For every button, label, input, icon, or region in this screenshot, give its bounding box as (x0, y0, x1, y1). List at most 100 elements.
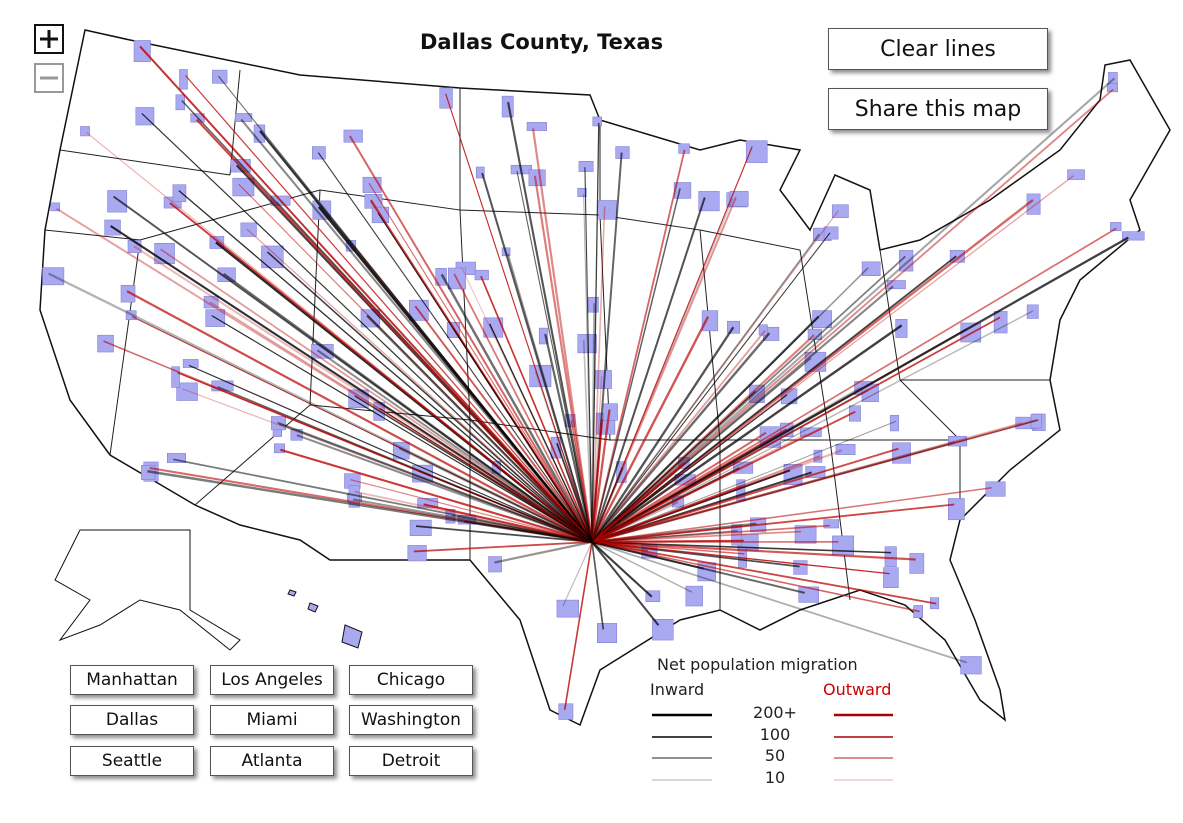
flow-line (169, 202, 593, 543)
county-patch (577, 187, 587, 198)
city-button[interactable]: Miami (210, 705, 334, 735)
county-patch (578, 161, 594, 172)
flow-line (453, 273, 593, 543)
city-button[interactable]: Manhattan (70, 665, 194, 695)
flow-line (160, 248, 593, 543)
city-button[interactable]: Seattle (70, 746, 194, 776)
flow-line (591, 330, 766, 543)
flow-line (110, 225, 593, 543)
flow-line (349, 135, 593, 543)
flow-line (591, 122, 600, 543)
flow-line (185, 75, 593, 543)
county-patch (1122, 231, 1145, 241)
county-patch (794, 525, 817, 544)
county-patch (175, 94, 185, 111)
county-patch (435, 268, 447, 286)
flow-line (591, 524, 830, 543)
clear-lines-button[interactable]: Clear lines (828, 28, 1048, 70)
county-patch (948, 498, 965, 521)
flow-line (591, 503, 955, 543)
county-patch (598, 200, 617, 220)
county-patch (899, 250, 914, 272)
flow-line (451, 514, 593, 543)
flow-line (591, 422, 1022, 544)
flow-line (584, 167, 593, 543)
flow-line (591, 149, 686, 543)
county-patch (592, 116, 602, 127)
flow-line (246, 228, 593, 543)
flow-line (223, 273, 593, 543)
city-button[interactable]: Chicago (349, 665, 473, 695)
flow-line (350, 479, 593, 543)
flow-line (353, 498, 593, 543)
flow-line (531, 128, 594, 543)
zoom-in[interactable] (34, 24, 64, 54)
city-button[interactable]: Washington (349, 705, 473, 735)
migration-lines (47, 45, 1129, 710)
flow-line (173, 458, 593, 543)
county-patch (603, 403, 618, 421)
county-patch (731, 524, 743, 546)
county-patch (475, 166, 485, 179)
city-button[interactable]: Dallas (70, 705, 194, 735)
county-patch (960, 656, 982, 675)
flow-line (591, 188, 681, 543)
flow-line (591, 433, 807, 543)
flow-line (209, 301, 593, 543)
county-patch (97, 334, 114, 353)
county-patch (698, 191, 720, 212)
share-button[interactable]: Share this map (828, 88, 1048, 130)
flow-line (591, 227, 1117, 543)
county-patch (203, 295, 219, 309)
zoom-out[interactable] (34, 63, 64, 93)
county-patch (798, 586, 819, 603)
flow-line (591, 376, 603, 543)
flow-line (47, 272, 593, 544)
county-patch (701, 310, 719, 332)
flow-line (440, 273, 594, 543)
flow-line (591, 484, 743, 543)
city-button[interactable]: Los Angeles (210, 665, 334, 695)
county-patch (1026, 304, 1039, 319)
flow-line (413, 541, 593, 553)
flow-line (591, 447, 899, 543)
county-patch (615, 146, 630, 159)
county-patch (125, 310, 137, 320)
flow-line (398, 447, 593, 544)
flow-line (296, 434, 593, 543)
county-patch (793, 560, 808, 575)
flow-line (591, 541, 937, 605)
flow-line (591, 479, 682, 543)
flow-line (368, 182, 593, 543)
flow-line (139, 45, 593, 543)
flow-line (591, 441, 955, 544)
flow-line (591, 233, 820, 543)
city-button[interactable]: Detroit (349, 746, 473, 776)
flow-line (415, 525, 593, 543)
city-button[interactable]: Atlanta (210, 746, 334, 776)
county-patch (133, 40, 151, 62)
flow-line (317, 206, 593, 543)
flow-line (591, 410, 856, 543)
flow-line (591, 487, 992, 543)
flow-line (480, 275, 593, 543)
flow-line (217, 386, 593, 543)
flow-line (507, 101, 594, 543)
flow-line (377, 212, 593, 543)
county-patch (805, 466, 826, 479)
county-patch (985, 481, 1006, 497)
county-patch (949, 249, 965, 263)
flow-line (195, 118, 593, 543)
legend-level: 50 (764, 746, 786, 765)
county-patch (889, 414, 899, 432)
flow-line (481, 172, 593, 543)
flow-line (591, 316, 1001, 543)
flow-line (278, 422, 593, 543)
flow-line (591, 541, 745, 555)
county-patch (274, 443, 285, 454)
flow-line (494, 540, 593, 564)
county-patch (685, 585, 703, 607)
flow-line (563, 541, 593, 710)
county-patch (311, 344, 334, 359)
flow-line (591, 419, 1038, 544)
